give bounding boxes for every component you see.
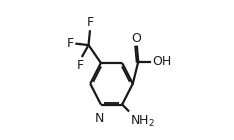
Text: O: O: [131, 32, 141, 45]
Text: N: N: [95, 112, 104, 125]
Text: F: F: [77, 60, 84, 73]
Text: F: F: [86, 16, 93, 29]
Text: NH$_2$: NH$_2$: [130, 113, 155, 129]
Text: F: F: [67, 37, 74, 50]
Text: OH: OH: [152, 55, 171, 68]
